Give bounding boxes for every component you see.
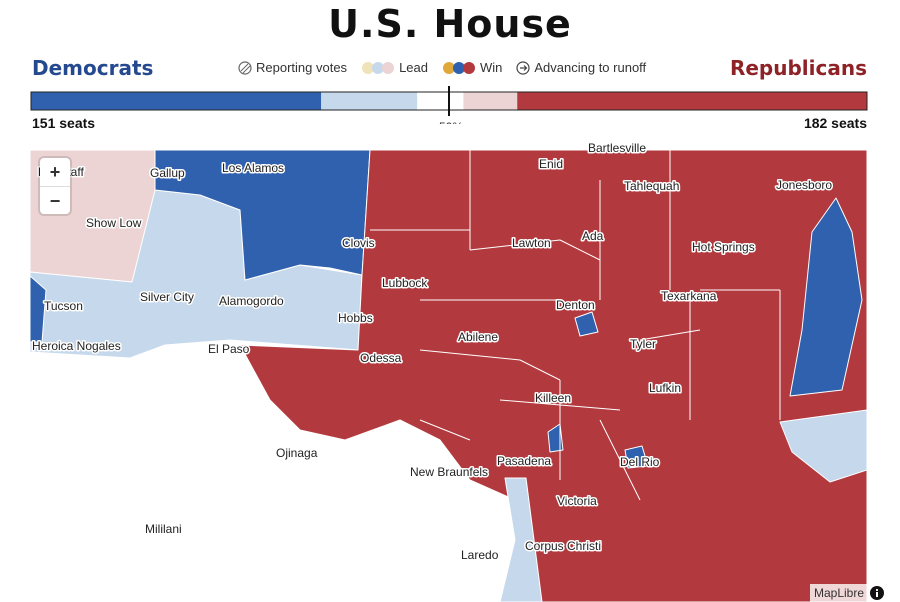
legend: Reporting votes Lead Win Advancing to ru… <box>238 60 646 75</box>
place-label: Ada <box>582 229 604 243</box>
place-label: Odessa <box>360 351 402 365</box>
place-label: El Paso <box>208 342 250 356</box>
region-dem-win <box>574 311 599 337</box>
seat-segment <box>517 92 867 110</box>
place-label: Lufkin <box>649 381 681 395</box>
legend-item: Win <box>442 60 502 75</box>
place-label: Lawton <box>512 236 551 250</box>
seat-segment <box>31 92 322 110</box>
party-right: Republicans <box>729 56 867 80</box>
region-dem-lead <box>499 477 543 602</box>
place-label: Jonesboro <box>776 178 832 192</box>
zoom-in-button[interactable]: + <box>49 162 61 182</box>
icon <box>238 60 252 75</box>
title: U.S. House <box>328 2 572 46</box>
seat-segment <box>321 92 418 110</box>
place-label: Tucson <box>44 299 83 313</box>
place-label: Killeen <box>535 391 571 405</box>
majority-label: 50% <box>439 120 463 124</box>
place-label: Heroica Nogales <box>32 339 121 353</box>
seats-left: 151 seats <box>32 115 96 131</box>
icon <box>516 60 530 75</box>
place-label: Gallup <box>150 166 185 180</box>
place-label: Hobbs <box>338 311 373 325</box>
place-label: Hot Springs <box>692 240 755 254</box>
legend-item: Reporting votes <box>238 60 347 75</box>
place-label: Enid <box>539 157 563 171</box>
place-label: Lubbock <box>382 276 428 290</box>
region-dem-win <box>547 423 564 453</box>
place-label: Los Alamos <box>222 161 284 175</box>
party-left: Democrats <box>32 56 154 80</box>
legend-label: Lead <box>399 60 428 75</box>
seats-right: 182 seats <box>803 115 867 131</box>
place-label: New Braunfels <box>410 465 488 479</box>
place-label: Ojinaga <box>276 446 318 460</box>
place-label: Texarkana <box>661 289 717 303</box>
icon <box>442 61 475 74</box>
legend-label: Win <box>479 60 503 75</box>
place-label: Laredo <box>461 548 499 562</box>
seat-bar: 50% <box>30 86 868 124</box>
legend-label: Advancing to runoff <box>534 60 647 75</box>
zoom-control: + − <box>40 158 70 214</box>
legend-label: Reporting votes <box>256 60 348 75</box>
place-label: Mililani <box>145 522 182 536</box>
attribution: MapLibre <box>809 584 888 602</box>
place-label: Victoria <box>557 494 597 508</box>
place-label: Abilene <box>458 330 498 344</box>
place-label: Silver City <box>140 290 194 304</box>
region-dem-win <box>789 197 863 397</box>
place-label: Clovis <box>342 236 375 250</box>
place-label: Pasadena <box>497 454 551 468</box>
seat-segment <box>417 92 464 110</box>
attribution-text: MapLibre <box>813 586 864 600</box>
place-label: Bartlesville <box>588 141 646 155</box>
icon <box>362 61 395 74</box>
info-icon[interactable] <box>870 586 884 600</box>
legend-item: Lead <box>361 60 428 75</box>
region-dem-win <box>624 445 649 469</box>
region-dem-lead <box>779 409 867 483</box>
place-label: Show Low <box>86 216 142 230</box>
legend-item: Advancing to runoff <box>516 60 646 75</box>
place-label: Tyler <box>630 337 656 351</box>
place-label: Corpus Christi <box>525 539 601 553</box>
region-rep-win <box>239 150 867 602</box>
place-label: Del Rio <box>620 455 660 469</box>
zoom-out-button[interactable]: − <box>40 186 70 215</box>
place-label: Alamogordo <box>219 294 284 308</box>
region-dem-win <box>30 275 47 343</box>
seat-segment <box>463 92 518 110</box>
place-label: Tahlequah <box>624 179 679 193</box>
place-label: Denton <box>556 298 595 312</box>
district-lines <box>370 150 781 501</box>
